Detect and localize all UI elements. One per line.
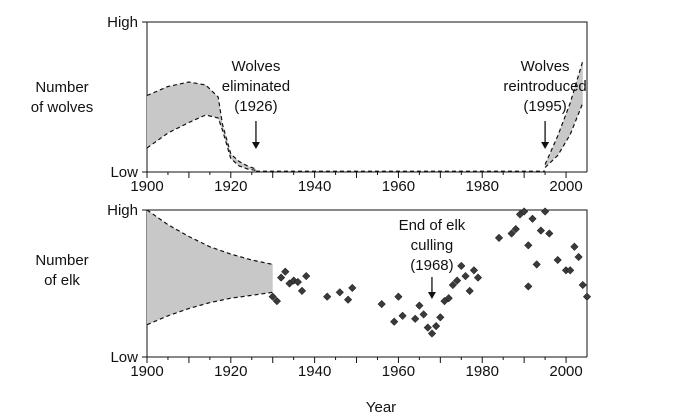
x-tick-label: 1940 [298,363,331,380]
annotation-arrow-head [427,292,436,299]
elk-point [348,283,357,293]
elk-point [465,286,474,296]
elk-point [469,266,479,275]
annotation-text: culling [411,237,454,254]
annotation-text: eliminated [222,78,290,95]
elk-point [302,271,311,281]
annotation-text: reintroduced [503,78,586,95]
elk-point [448,280,458,290]
elk-point [377,299,386,309]
annotation-text: Wolves [521,58,570,75]
elk-point [461,271,470,281]
elk-point [394,292,403,301]
annotation-text: Wolves [231,58,280,75]
elk-point [494,233,504,243]
y-axis-label-line: Number [35,79,88,96]
wolf-early-band-fill [147,82,256,171]
elk-point [524,241,533,250]
elk-point [323,292,332,301]
elk-point [452,276,462,285]
plot-frame [147,21,588,172]
x-tick-label: 1960 [382,178,415,195]
elk-point [532,260,541,269]
elk-point [553,255,562,265]
elk-point [524,282,533,291]
elk-point [411,314,420,323]
elk-point [540,207,550,216]
y-axis-label-line: of elk [44,272,80,289]
y-tick-label-high: High [107,14,138,31]
elk-point [415,301,424,310]
annotation-text: End of elk [399,217,466,234]
elk-point [293,277,303,287]
y-tick-label-low: Low [110,164,138,181]
elk-point [507,229,516,238]
elk-point [419,310,428,319]
elk-point [436,313,445,322]
elk-point [473,273,483,282]
annotation-arrow-head [541,142,550,149]
elk-point [528,214,537,223]
elk-point [390,317,399,326]
elk-point [272,296,282,306]
x-tick-label: 1920 [214,178,247,195]
x-tick-label: 1960 [382,363,415,380]
x-tick-label: 1900 [130,178,163,195]
annotation-arrow-head [251,142,260,149]
elk-point [582,292,592,301]
annotation-text: (1926) [234,98,277,115]
elk-point [519,207,529,216]
elk-early-band-lower-dashed [146,291,273,326]
plot-frame [147,209,588,357]
x-tick-label: 1940 [298,178,331,195]
elk-point [398,311,407,320]
y-tick-label-high: High [107,202,138,219]
wolves-panel: High Low Number of wolves 1900 1920 1940 1960 19… [31,14,588,195]
x-tick-label: 2000 [549,178,582,195]
y-tick-label-low: Low [110,349,138,366]
elk-point [578,280,587,290]
elk-point [297,286,307,296]
elk-point [427,329,437,338]
elk-point [431,321,441,331]
x-tick-label: 1920 [214,363,247,380]
x-tick-label: 1980 [466,178,499,195]
elk-early-band-fill [147,210,273,325]
y-axis-label-line: of wolves [31,99,94,116]
x-tick-label: 2000 [549,363,582,380]
elk-panel: High Low Number of elk 1900 1920 1940 1960 1980 2… [35,202,592,380]
elk-point [444,294,453,303]
elk-early-band-upper-dashed [146,209,273,265]
x-tick-label: 1980 [466,363,499,380]
elk-point [545,229,554,238]
wolf-reintro-band-upper-dashed [544,60,584,165]
x-axis-label: Year [366,399,396,416]
elk-point [335,288,344,297]
elk-point [281,267,290,276]
x-tick-label: 1900 [130,363,163,380]
elk-point [276,273,286,282]
wolf-reintro-band-lower-dashed [544,102,584,168]
annotation-text: (1995) [523,98,566,115]
elk-point [536,226,546,235]
elk-point [423,323,432,332]
elk-point [574,252,583,262]
elk-point [570,242,579,251]
elk-point [343,295,353,304]
wolf-early-band-upper-dashed [146,81,257,170]
wolf-early-band-lower-dashed [146,114,257,172]
elk-point [457,261,466,271]
elk-point [268,292,277,301]
annotation-text: (1968) [410,257,453,274]
elk-point [511,224,520,234]
y-axis-label-line: Number [35,252,88,269]
elk-point [566,266,575,275]
